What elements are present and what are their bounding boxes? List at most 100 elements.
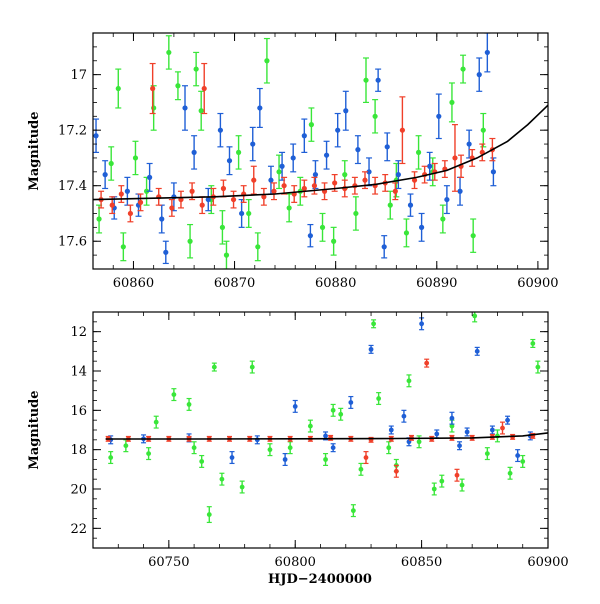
data-point-green	[403, 230, 410, 236]
data-point-green	[175, 83, 181, 89]
data-point-blue	[384, 144, 390, 150]
x-tick-label: 60900	[527, 555, 568, 570]
bottom-panel-frame	[92, 311, 549, 549]
data-point-green	[376, 396, 382, 401]
data-point-red	[150, 85, 156, 92]
data-point-green	[460, 66, 466, 72]
bottom-panel: 60750 60800 60850 60900 12 14 16 18 20 22 Magnitu…	[27, 311, 569, 587]
data-point-green	[439, 478, 445, 484]
data-point-green	[143, 188, 150, 194]
data-point-blue	[434, 431, 440, 437]
data-point-green	[484, 451, 490, 456]
data-point-green	[507, 470, 513, 476]
bottom-y-axis-label: Magnitude	[27, 390, 42, 469]
series-green	[96, 35, 487, 269]
data-point-blue	[395, 172, 401, 178]
data-point-green	[249, 364, 255, 370]
data-point-green	[199, 459, 205, 464]
data-point-blue	[93, 133, 99, 139]
data-point-green	[219, 476, 225, 482]
data-point-green	[449, 99, 455, 106]
data-point-green	[350, 508, 356, 514]
data-point-red	[251, 177, 257, 183]
data-point-green	[276, 169, 282, 175]
data-point-green	[108, 455, 114, 460]
data-point-green	[459, 482, 465, 488]
data-point-green	[358, 466, 364, 472]
data-point-green	[535, 364, 541, 370]
data-point-red	[281, 183, 287, 189]
data-point-green	[219, 224, 226, 230]
data-point-green	[363, 77, 369, 83]
data-point-red	[311, 183, 318, 189]
data-point-blue	[229, 455, 235, 460]
y-tick-label: 17.6	[58, 235, 87, 250]
data-point-red	[362, 177, 368, 183]
data-point-green	[338, 411, 344, 417]
data-point-red	[271, 188, 277, 194]
data-point-green	[115, 85, 121, 92]
data-point-green	[153, 419, 159, 425]
y-tick-label: 12	[70, 325, 87, 340]
data-point-green	[108, 160, 114, 167]
data-point-blue	[163, 249, 169, 255]
data-point-blue	[489, 427, 495, 433]
data-point-green	[431, 486, 437, 492]
data-point-blue	[335, 127, 341, 133]
top-panel-data	[93, 33, 548, 269]
top-y-axis-label: Magnitude	[27, 111, 42, 190]
bottom-x-axis-label: HJD−2400000	[268, 572, 372, 587]
data-point-blue	[282, 457, 288, 462]
data-point-green	[386, 445, 392, 451]
x-tick-label: 60890	[416, 276, 457, 291]
data-point-green	[470, 233, 476, 239]
data-point-blue	[226, 158, 233, 164]
data-point-blue	[427, 163, 433, 169]
data-point-green	[171, 392, 177, 397]
data-point-red	[109, 202, 115, 208]
data-point-green	[353, 210, 359, 217]
y-tick-label: 17.2	[58, 124, 87, 139]
data-point-blue	[381, 244, 387, 250]
top-panel: 60860 60870 60880 60890 609001717.217.417.6 …	[27, 32, 559, 291]
data-point-green	[191, 445, 197, 451]
data-point-blue	[301, 133, 307, 139]
data-point-red	[332, 180, 338, 186]
data-point-green	[472, 313, 478, 319]
data-point-green	[308, 122, 314, 128]
x-tick-label: 60860	[113, 276, 154, 291]
data-point-green	[287, 445, 293, 451]
data-point-blue	[102, 172, 108, 178]
data-point-blue	[476, 72, 482, 78]
data-point-blue	[217, 127, 223, 133]
data-point-green	[198, 108, 204, 114]
y-tick-label: 17.4	[58, 179, 87, 194]
data-point-green	[146, 451, 152, 456]
data-point-blue	[457, 443, 462, 449]
data-point-blue	[343, 108, 349, 114]
data-point-green	[132, 155, 139, 161]
data-point-blue	[366, 169, 372, 175]
x-tick-label: 60750	[148, 555, 189, 570]
data-point-green	[372, 113, 378, 119]
data-point-green	[187, 238, 193, 244]
data-point-blue	[124, 188, 130, 194]
trend-curve	[93, 104, 548, 201]
data-point-blue	[368, 346, 374, 352]
data-point-red	[118, 191, 124, 197]
data-point-red	[261, 194, 267, 200]
data-point-blue	[407, 202, 414, 208]
data-point-red	[301, 185, 307, 192]
data-point-red	[328, 435, 334, 441]
y-tick-label: 14	[70, 365, 87, 380]
data-point-blue	[257, 105, 263, 111]
data-point-blue	[307, 233, 313, 239]
data-point-green	[406, 378, 412, 384]
data-point-red	[424, 360, 430, 366]
data-point-green	[211, 364, 217, 370]
data-point-green	[319, 224, 326, 230]
data-point-green	[264, 58, 270, 64]
data-point-blue	[171, 194, 177, 200]
data-point-green	[267, 447, 273, 453]
